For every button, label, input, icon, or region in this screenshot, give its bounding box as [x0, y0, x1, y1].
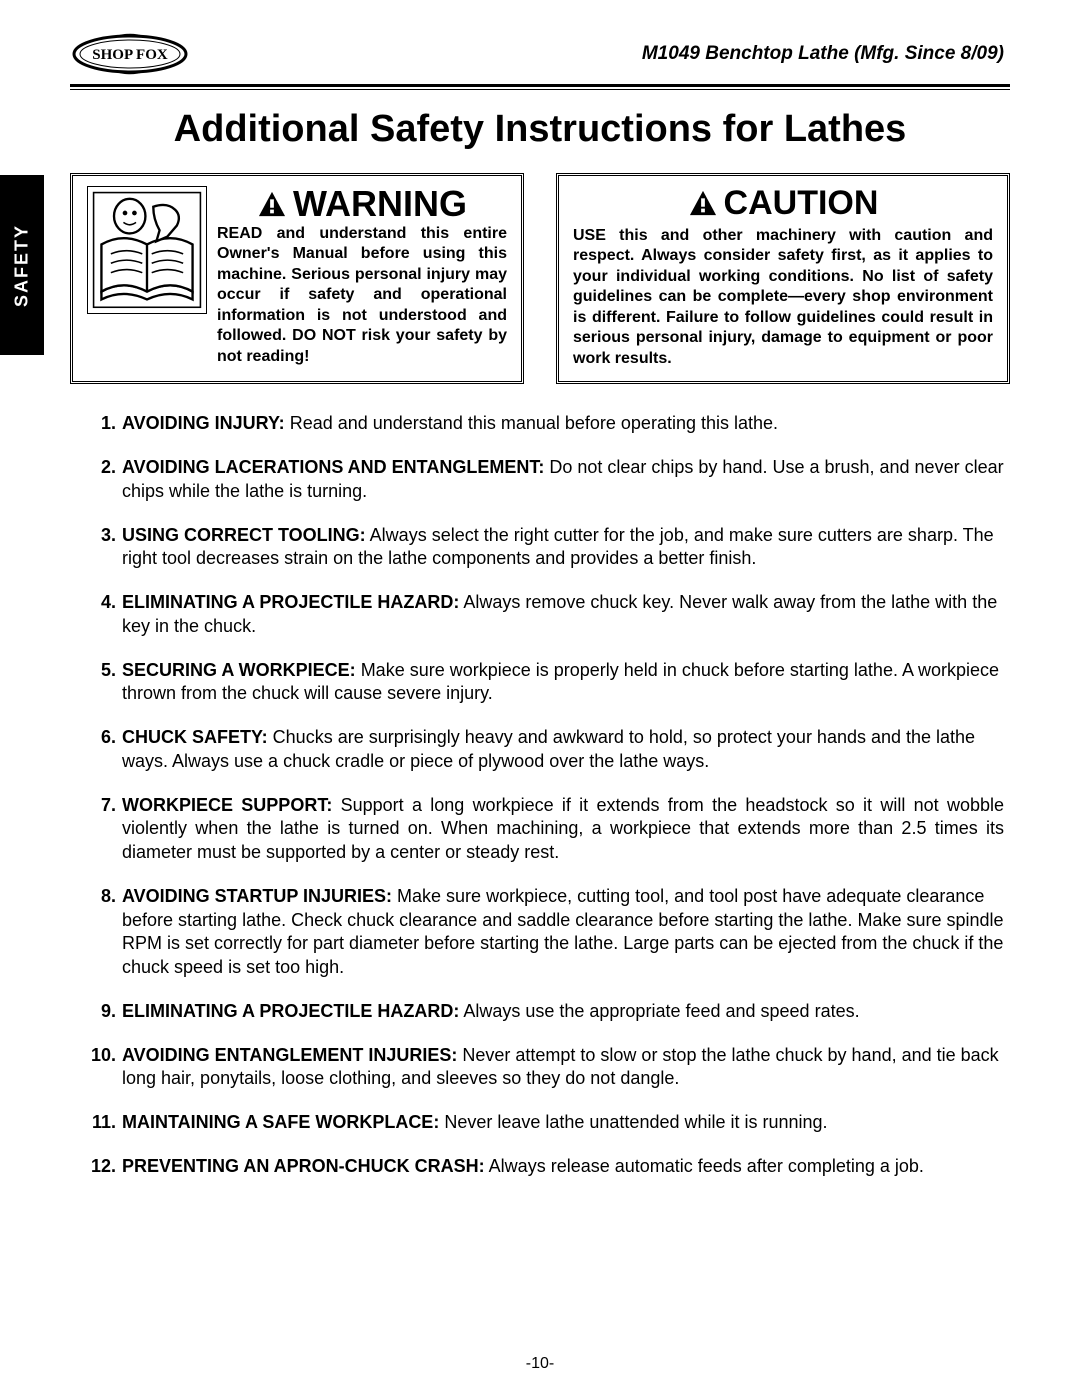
- list-item-lead: SECURING A WORKPIECE:: [122, 660, 356, 680]
- header-rule: [70, 84, 1010, 90]
- warning-box: WARNING READ and understand this entire …: [70, 173, 524, 384]
- safety-list-item: ELIMINATING A PROJECTILE HAZARD: Always …: [88, 1000, 1004, 1024]
- list-item-lead: WORKPIECE SUPPORT:: [122, 795, 332, 815]
- safety-list-item: CHUCK SAFETY: Chucks are surprisingly he…: [88, 726, 1004, 774]
- safety-list-item: AVOIDING LACERATIONS AND ENTANGLEMENT: D…: [88, 456, 1004, 504]
- safety-list-item: WORKPIECE SUPPORT: Support a long workpi…: [88, 794, 1004, 865]
- alert-boxes-row: WARNING READ and understand this entire …: [70, 173, 1010, 384]
- list-item-text: Always use the appropriate feed and spee…: [459, 1001, 859, 1021]
- list-item-text: Always release automatic feeds after com…: [485, 1156, 924, 1176]
- safety-list-item: USING CORRECT TOOLING: Always select the…: [88, 524, 1004, 572]
- list-item-lead: CHUCK SAFETY:: [122, 727, 268, 747]
- warning-triangle-icon: [257, 190, 287, 218]
- safety-list-item: AVOIDING INJURY: Read and understand thi…: [88, 412, 1004, 436]
- safety-side-tab: SAFETY: [0, 175, 44, 355]
- warning-heading: WARNING: [217, 186, 507, 222]
- list-item-lead: AVOIDING INJURY:: [122, 413, 285, 433]
- list-item-lead: USING CORRECT TOOLING:: [122, 525, 366, 545]
- list-item-text: Read and understand this manual before o…: [285, 413, 778, 433]
- list-item-lead: ELIMINATING A PROJECTILE HAZARD:: [122, 1001, 459, 1021]
- safety-list-item: PREVENTING AN APRON-CHUCK CRASH: Always …: [88, 1155, 1004, 1179]
- caution-heading: CAUTION: [573, 186, 993, 220]
- caution-box: CAUTION USE this and other machinery wit…: [556, 173, 1010, 384]
- svg-text:SHOP FOX: SHOP FOX: [92, 47, 168, 63]
- manual-book-icon: [87, 186, 207, 314]
- warning-heading-text: WARNING: [293, 186, 467, 222]
- safety-list-item: AVOIDING STARTUP INJURIES: Make sure wor…: [88, 885, 1004, 980]
- list-item-lead: PREVENTING AN APRON-CHUCK CRASH:: [122, 1156, 485, 1176]
- list-item-lead: AVOIDING ENTANGLEMENT INJURIES:: [122, 1045, 457, 1065]
- caution-body: USE this and other machinery with cautio…: [573, 226, 993, 369]
- manual-page: SAFETY SHOP FOX M1049 Benchtop Lathe (Mf…: [0, 0, 1080, 1397]
- safety-instructions-list: AVOIDING INJURY: Read and understand thi…: [70, 412, 1010, 1178]
- page-number: -10-: [0, 1355, 1080, 1373]
- safety-list-item: MAINTAINING A SAFE WORKPLACE: Never leav…: [88, 1111, 1004, 1135]
- shop-fox-logo: SHOP FOX: [70, 30, 190, 78]
- list-item-lead: AVOIDING STARTUP INJURIES:: [122, 886, 392, 906]
- caution-heading-text: CAUTION: [724, 186, 879, 220]
- page-header: SHOP FOX M1049 Benchtop Lathe (Mfg. Sinc…: [70, 30, 1010, 78]
- caution-triangle-icon: [688, 189, 718, 217]
- list-item-lead: ELIMINATING A PROJECTILE HAZARD:: [122, 592, 459, 612]
- product-header: M1049 Benchtop Lathe (Mfg. Since 8/09): [642, 43, 1004, 65]
- warning-body: READ and understand this entire Owner's …: [217, 224, 507, 367]
- page-title: Additional Safety Instructions for Lathe…: [70, 108, 1010, 151]
- safety-list-item: SECURING A WORKPIECE: Make sure workpiec…: [88, 659, 1004, 707]
- list-item-lead: AVOIDING LACERATIONS AND ENTANGLEMENT:: [122, 457, 544, 477]
- list-item-text: Never leave lathe unattended while it is…: [439, 1112, 827, 1132]
- safety-list-item: AVOIDING ENTANGLEMENT INJURIES: Never at…: [88, 1044, 1004, 1092]
- safety-list-item: ELIMINATING A PROJECTILE HAZARD: Always …: [88, 591, 1004, 639]
- list-item-lead: MAINTAINING A SAFE WORKPLACE:: [122, 1112, 439, 1132]
